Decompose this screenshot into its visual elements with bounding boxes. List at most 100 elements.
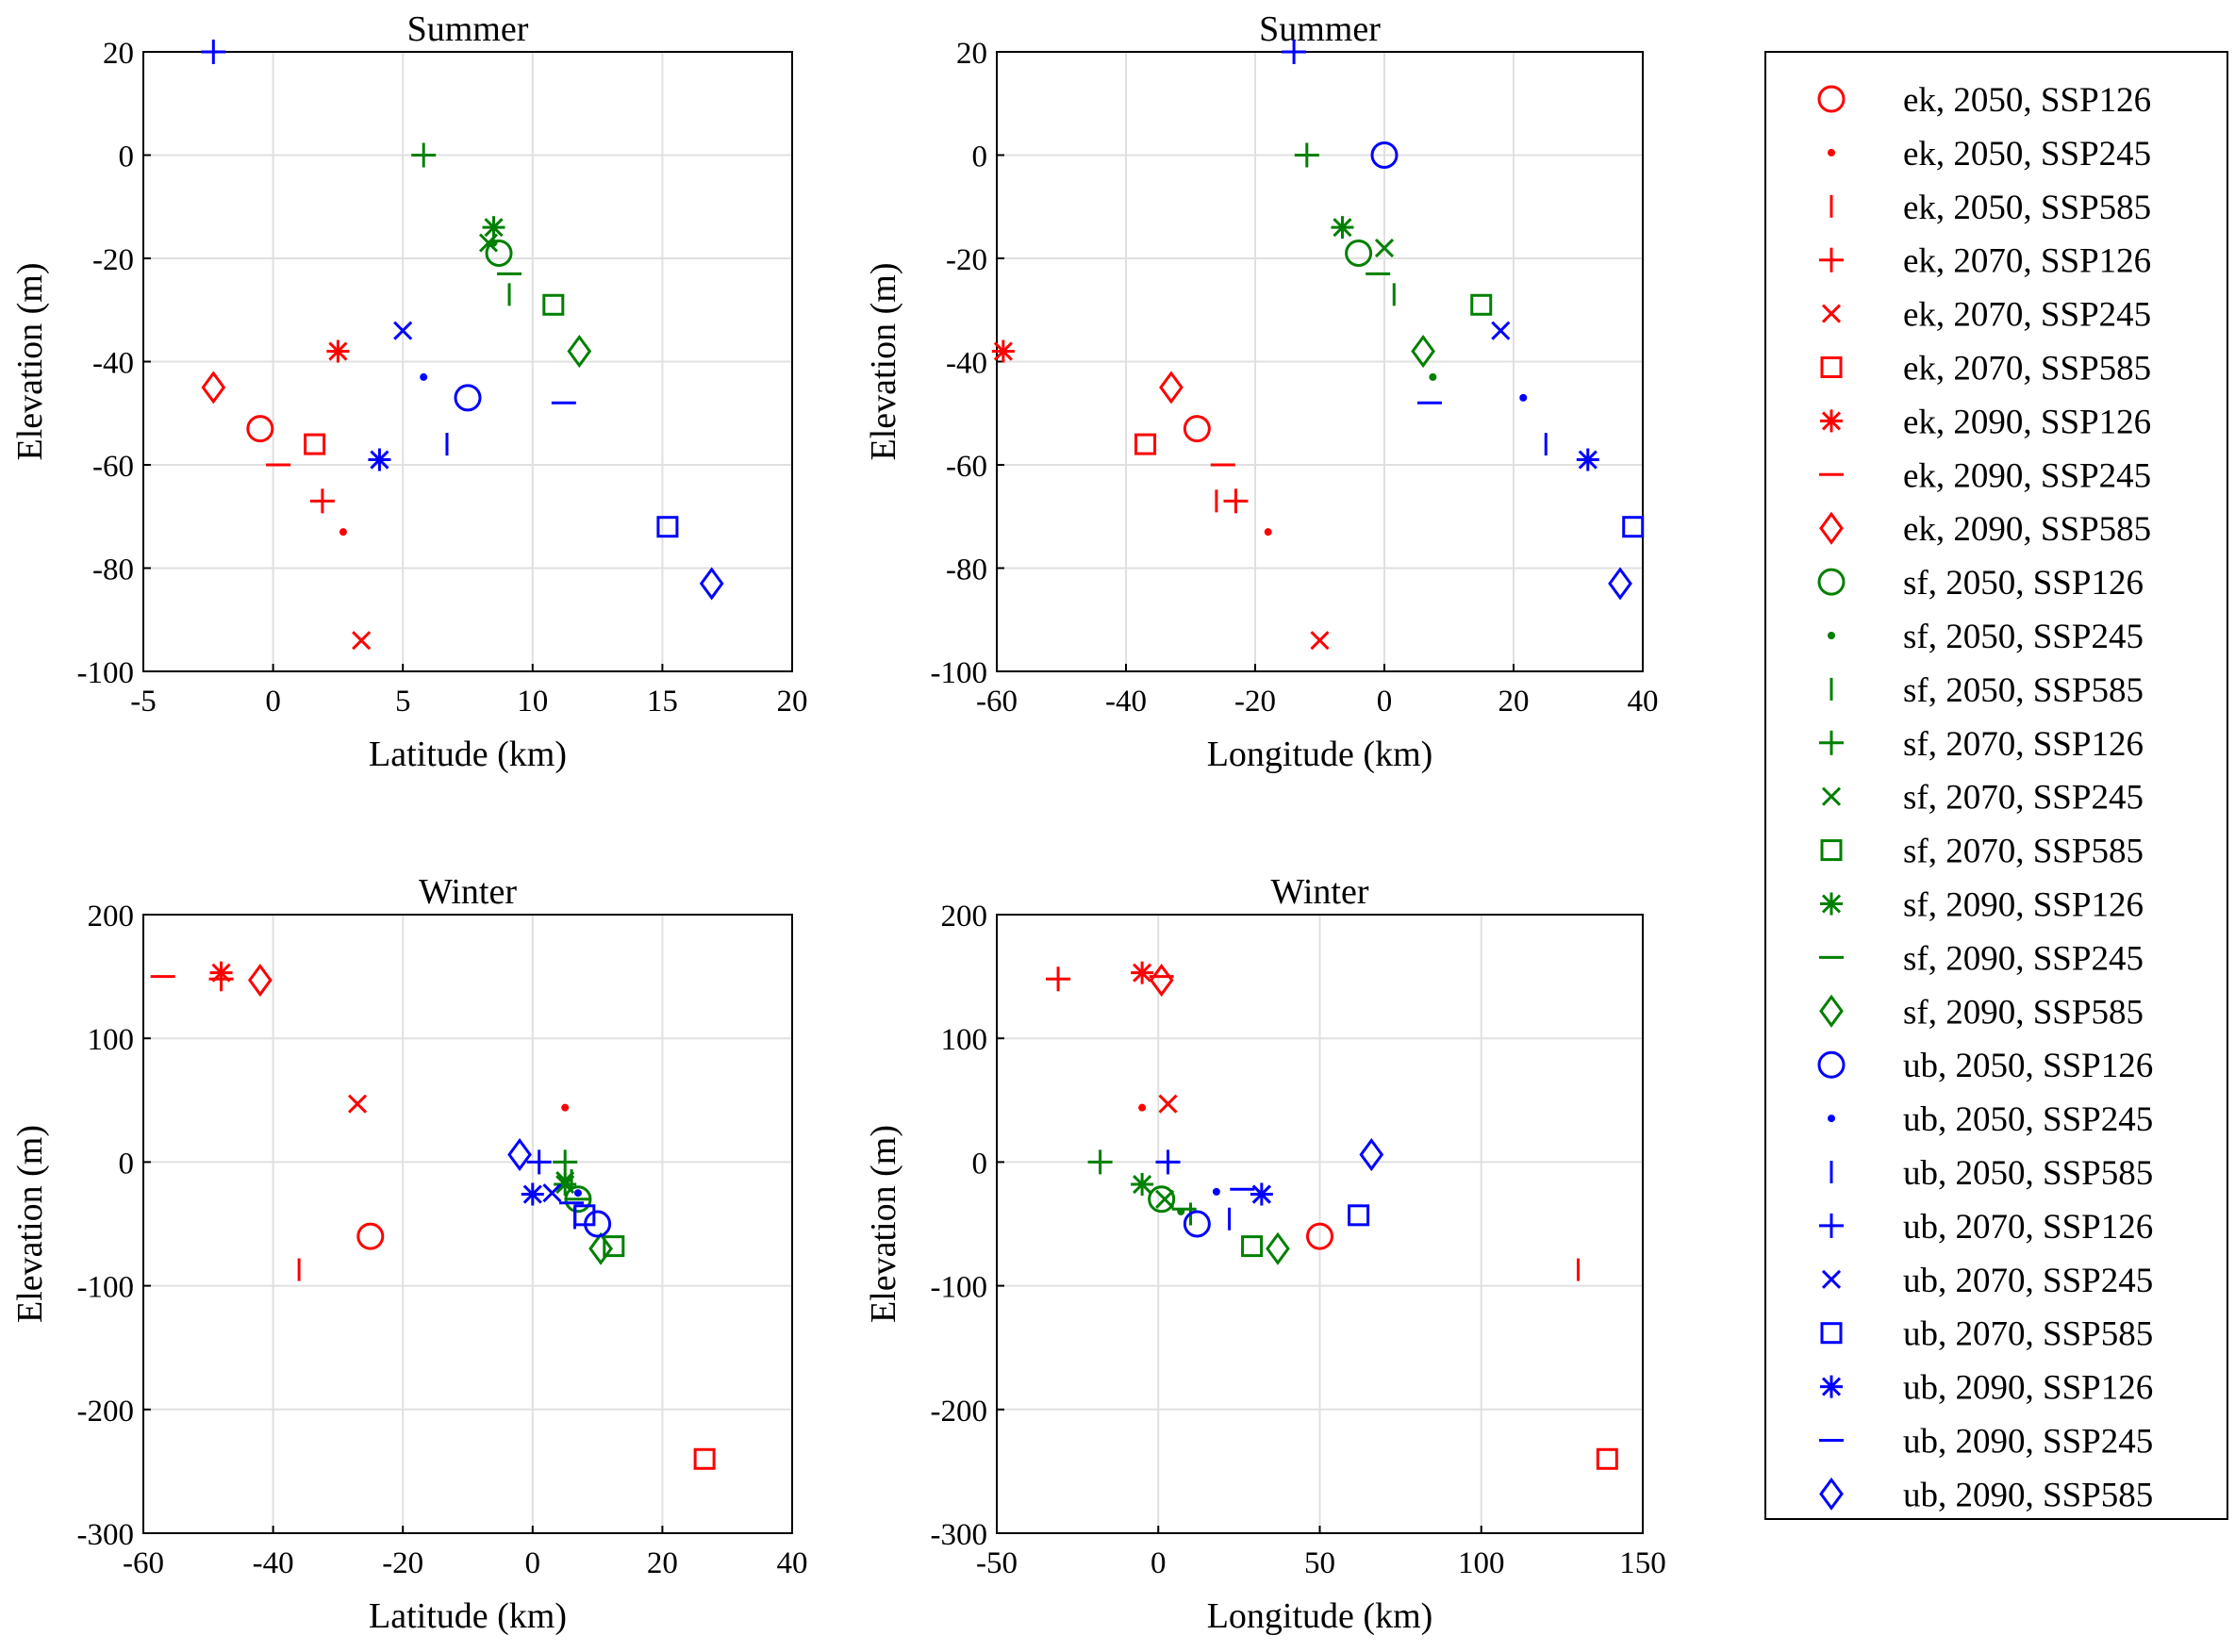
x-tick-label: 15 — [647, 685, 678, 719]
y-tick-label: -20 — [946, 243, 987, 277]
x-tick-label: 100 — [1458, 1546, 1505, 1580]
legend-marker — [1819, 994, 1844, 1028]
legend-entry: sf, 2070, SSP126 — [1819, 725, 2144, 764]
data-point — [1148, 1185, 1176, 1214]
legend-marker — [1820, 1322, 1843, 1345]
data-point — [567, 335, 592, 369]
data-point — [485, 240, 513, 268]
data-point — [1596, 1447, 1618, 1470]
legend-marker — [1820, 892, 1843, 916]
data-point — [1155, 1189, 1175, 1209]
data-point — [1155, 1149, 1181, 1175]
data-point — [507, 1137, 532, 1172]
x-axis-label: Latitude (km) — [369, 735, 567, 774]
y-tick-label: 0 — [119, 1147, 135, 1181]
data-point — [656, 516, 679, 538]
y-axis-label: Elevation (m) — [10, 263, 50, 461]
legend-entry: sf, 2090, SSP585 — [1819, 993, 2144, 1032]
y-tick-label: -100 — [77, 1271, 135, 1305]
legend-entry: sf, 2090, SSP126 — [1820, 886, 2144, 925]
x-tick-label: 10 — [517, 685, 548, 719]
x-axis-label: Longitude (km) — [1207, 1596, 1433, 1636]
legend-label: sf, 2050, SSP245 — [1903, 618, 2144, 656]
data-point — [1266, 1231, 1290, 1265]
legend-entry: ek, 2050, SSP245 — [1828, 135, 2151, 173]
legend-entry: sf, 2050, SSP245 — [1828, 618, 2144, 656]
legend-marker — [1828, 632, 1835, 639]
data-point — [368, 448, 391, 471]
legend-label: sf, 2070, SSP126 — [1903, 725, 2144, 764]
legend-marker — [1821, 304, 1842, 323]
y-tick-label: -80 — [92, 553, 134, 587]
panel-title: Winter — [1271, 872, 1369, 912]
legend-label: ub, 2050, SSP245 — [1903, 1100, 2153, 1139]
legend-label: ek, 2050, SSP245 — [1903, 135, 2151, 173]
legend-label: ek, 2070, SSP126 — [1903, 242, 2151, 281]
x-tick-label: 0 — [265, 685, 281, 719]
legend-entry: ub, 2050, SSP126 — [1817, 1047, 2153, 1085]
data-point — [1212, 1187, 1220, 1196]
legend-label: ub, 2070, SSP245 — [1903, 1262, 2153, 1300]
data-point — [1359, 1137, 1384, 1172]
legend-label: ek, 2070, SSP585 — [1903, 350, 2151, 388]
y-tick-label: -200 — [77, 1395, 135, 1429]
legend-label: ek, 2090, SSP585 — [1903, 510, 2151, 549]
legend-label: ub, 2070, SSP126 — [1903, 1208, 2153, 1247]
legend-label: sf, 2090, SSP245 — [1903, 939, 2144, 978]
y-tick-label: -60 — [92, 450, 134, 484]
summer-latitude-panel: -5 0 5 10 15 20 -100 -80 -60 -40 -20 0 20 Summer Latit… — [10, 9, 808, 774]
data-point — [1294, 142, 1319, 168]
legend-label: ek, 2050, SSP126 — [1903, 81, 2151, 120]
data-point — [1411, 335, 1435, 369]
y-tick-label: 0 — [972, 1147, 988, 1181]
data-point — [339, 528, 347, 537]
legend-label: sf, 2050, SSP126 — [1903, 564, 2144, 603]
legend-marker — [1819, 730, 1844, 755]
x-tick-label: 5 — [395, 685, 411, 719]
x-tick-label: 0 — [1151, 1546, 1167, 1580]
legend-entry: ub, 2070, SSP585 — [1820, 1315, 2153, 1354]
data-point — [573, 1204, 596, 1227]
x-tick-label: 40 — [1628, 685, 1659, 719]
legend: ek, 2050, SSP126 ek, 2050, SSP245 ek, 2050… — [1764, 51, 2228, 1520]
data-point — [482, 216, 505, 240]
y-tick-label: 20 — [103, 37, 134, 71]
legend-entry: ek, 2070, SSP126 — [1819, 242, 2151, 281]
legend-marker — [1819, 511, 1844, 545]
legend-marker — [1820, 409, 1843, 433]
data-point — [1046, 966, 1071, 992]
legend-entry: ub, 2070, SSP126 — [1819, 1208, 2153, 1247]
y-tick-label: -20 — [92, 243, 134, 277]
legend-entry: ek, 2090, SSP126 — [1820, 403, 2151, 441]
data-point — [454, 384, 482, 412]
legend-marker — [1820, 839, 1843, 862]
plot-area — [143, 915, 792, 1533]
x-axis-label: Longitude (km) — [1207, 735, 1433, 774]
data-point — [209, 961, 233, 984]
legend-label: sf, 2050, SSP585 — [1903, 671, 2144, 710]
data-point — [1250, 1182, 1273, 1206]
legend-marker — [1819, 1477, 1844, 1511]
legend-entry: ek, 2050, SSP126 — [1817, 81, 2151, 120]
data-point — [393, 321, 413, 340]
legend-label: ek, 2070, SSP245 — [1903, 296, 2151, 335]
legend-entry: sf, 2070, SSP245 — [1821, 779, 2144, 818]
y-tick-label: -300 — [931, 1518, 988, 1552]
data-point — [542, 293, 565, 316]
y-tick-label: -100 — [931, 656, 988, 690]
x-tick-label: 20 — [777, 685, 808, 719]
y-tick-label: 200 — [941, 900, 988, 933]
data-point — [1159, 371, 1184, 405]
x-tick-label: 150 — [1619, 1546, 1666, 1580]
x-tick-label: -40 — [1105, 685, 1147, 719]
legend-label: ub, 2070, SSP585 — [1903, 1315, 2153, 1354]
data-point — [326, 339, 350, 363]
data-point — [1183, 415, 1211, 443]
legend-box — [1764, 51, 2228, 1520]
panel-title: Winter — [419, 872, 517, 912]
legend-marker — [1828, 1115, 1835, 1123]
legend-label: ub, 2090, SSP245 — [1903, 1423, 2153, 1462]
data-point — [1345, 240, 1373, 268]
data-point — [356, 1222, 385, 1250]
data-point — [1158, 1094, 1178, 1114]
